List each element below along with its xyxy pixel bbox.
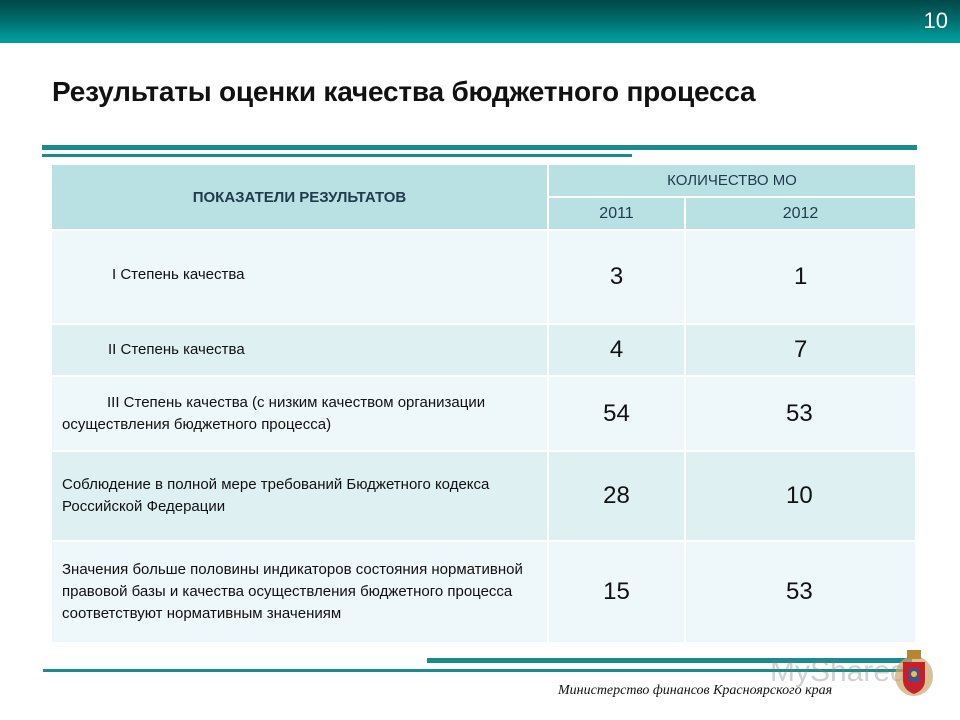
value-2011: 28 — [547, 450, 686, 542]
title-divider-thick — [42, 145, 917, 150]
value-2011: 4 — [547, 323, 686, 377]
slide-title: Результаты оценки качества бюджетного пр… — [52, 76, 756, 107]
value-2012: 53 — [683, 540, 918, 644]
results-table: ПОКАЗАТЕЛИ РЕЗУЛЬТАТОВ КОЛИЧЕСТВО МО 201… — [50, 163, 918, 644]
value-2012: 10 — [683, 450, 918, 542]
footer-organization: Министерство финансов Красноярского края — [558, 683, 833, 698]
header-year-2011: 2011 — [547, 196, 686, 231]
title-divider-thin — [42, 154, 632, 157]
row-label: Значения больше половины индикаторов сос… — [62, 561, 523, 622]
footer-divider-thin — [43, 669, 913, 672]
value-2012: 1 — [683, 229, 918, 325]
footer-divider-thick — [427, 658, 912, 663]
row-label: II Степень качества — [108, 341, 245, 358]
table-row: I Степень качества 3 1 — [50, 229, 918, 325]
value-2011: 3 — [547, 229, 686, 325]
header-indicators: ПОКАЗАТЕЛИ РЕЗУЛЬТАТОВ — [50, 163, 549, 231]
header-year-2012: 2012 — [683, 196, 918, 231]
row-label: I Степень качества — [112, 266, 245, 283]
header-count-group: КОЛИЧЕСТВО МО — [546, 163, 918, 198]
top-banner: 10 — [0, 0, 960, 43]
table-row: Соблюдение в полной мере требований Бюдж… — [50, 450, 918, 542]
table-row: III Степень качества (с низким качеством… — [50, 375, 918, 452]
table-row: II Степень качества 4 7 — [50, 323, 918, 377]
row-label: III Степень качества (с низким качеством… — [62, 393, 486, 433]
watermark-text: MyShared — [770, 655, 907, 688]
value-2011: 15 — [547, 540, 686, 644]
coat-of-arms-icon — [893, 648, 935, 698]
row-label: Соблюдение в полной мере требований Бюдж… — [62, 476, 490, 515]
slide-number: 10 — [923, 8, 948, 33]
value-2011: 54 — [547, 375, 686, 452]
value-2012: 7 — [683, 323, 918, 377]
table-row: Значения больше половины индикаторов сос… — [50, 540, 918, 644]
value-2012: 53 — [683, 375, 918, 452]
